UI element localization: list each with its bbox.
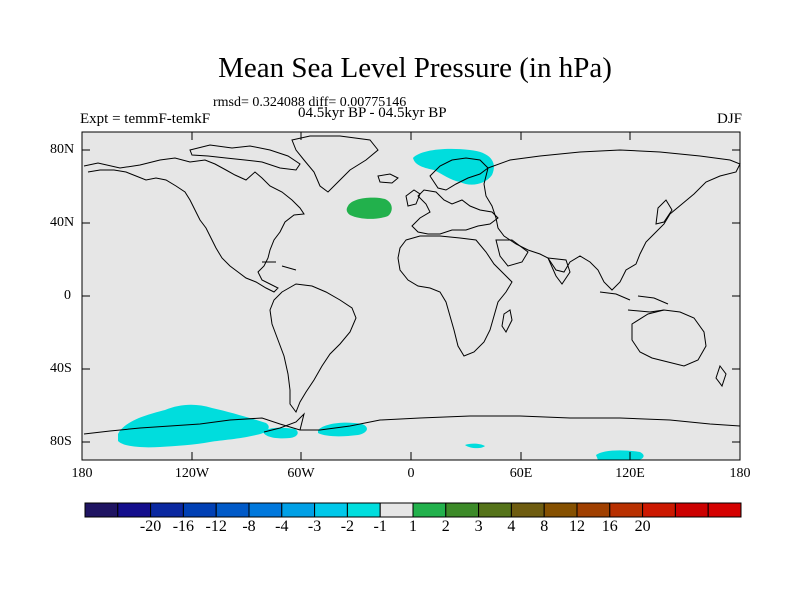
colorbar-label: -12 (205, 518, 227, 535)
coast-europe (411, 189, 499, 235)
lat-label-0: 0 (64, 288, 71, 303)
subtitle: 04.5kyr BP - 04.5kyr BP (298, 105, 447, 121)
lon-label-120e: 120E (615, 466, 645, 481)
colorbar (84, 502, 742, 518)
lon-label-180w: 180 (71, 466, 93, 481)
anomaly-region-small (465, 443, 485, 449)
colorbar-label: -16 (172, 518, 195, 535)
anomaly-region-pacific-antarctic (118, 404, 269, 448)
coast-arabia (495, 239, 529, 267)
coast-asia (483, 149, 741, 291)
coastlines (83, 135, 741, 435)
season-label: DJF (716, 111, 742, 127)
figure-title: Mean Sea Level Pressure (in hPa) (218, 52, 612, 84)
colorbar-label: -4 (275, 518, 289, 535)
colorbar-box-2 (150, 502, 184, 518)
coast-japan (655, 199, 673, 225)
coast-australia (631, 309, 707, 367)
colorbar-label: 8 (540, 518, 549, 535)
lat-label-40s: 40S (50, 361, 72, 376)
coast-iceland (377, 173, 399, 184)
colorbar-box-0 (84, 502, 119, 518)
coast-arctic-islands (189, 144, 301, 171)
colorbar-label: 2 (441, 518, 450, 535)
colorbar-box-15 (576, 502, 611, 518)
lon-label-60w: 60W (287, 466, 315, 481)
anomaly-region-weddell (318, 422, 367, 437)
colorbar-label: -2 (340, 518, 355, 535)
colorbar-box-18 (674, 502, 709, 518)
lat-label-80s: 80S (50, 434, 72, 449)
colorbar-box-5 (248, 502, 283, 518)
stats-line: rmsd= 0.324088 diff= 0.00775146 (213, 95, 407, 110)
colorbar-label: 1 (409, 518, 417, 535)
axis-ticks (81, 132, 741, 460)
coast-africa (397, 235, 513, 357)
coast-new-zealand (715, 364, 727, 388)
lon-label-0: 0 (407, 466, 415, 481)
coast-antarctica (83, 415, 741, 435)
colorbar-label: 12 (569, 518, 585, 535)
colorbar-label: -20 (139, 518, 162, 535)
coast-british-isles (405, 189, 421, 207)
colorbar-box-9 (379, 502, 414, 518)
colorbar-box-3 (182, 502, 217, 518)
coast-greenland (291, 135, 379, 193)
colorbar-box-13 (510, 502, 545, 518)
colorbar-box-1 (117, 502, 152, 518)
colorbar-label: 3 (474, 518, 483, 535)
colorbar-label: -8 (242, 518, 256, 535)
colorbar-box-10 (412, 502, 447, 518)
coast-madagascar (501, 309, 513, 333)
colorbar-label: 20 (634, 518, 651, 535)
coast-antarctic-peninsula (263, 412, 305, 433)
lat-label-80n: 80N (50, 142, 75, 157)
colorbar-box-12 (478, 502, 512, 518)
lon-label-60e: 60E (509, 466, 533, 481)
colorbar-box-19 (707, 502, 742, 518)
colorbar-box-7 (314, 502, 348, 518)
experiment-label: Expt = temmF-temkF (80, 111, 211, 127)
colorbar-box-17 (642, 502, 676, 518)
coast-south-america (269, 283, 357, 414)
coast-caribbean (262, 261, 297, 271)
coast-scandinavia (429, 157, 489, 191)
coast-india (547, 257, 571, 285)
colorbar-label: -1 (373, 518, 387, 535)
lon-label-180e: 180 (729, 466, 751, 481)
colorbar-box-8 (346, 502, 381, 518)
colorbar-box-16 (609, 502, 644, 518)
colorbar-label: -3 (307, 518, 322, 535)
colorbar-box-4 (215, 502, 250, 518)
colorbar-box-11 (445, 502, 480, 518)
colorbar-label: 4 (507, 518, 516, 535)
lon-label-120w: 120W (174, 466, 210, 481)
lat-label-40n: 40N (50, 215, 75, 230)
colorbar-labels: -20 -16 -12 -8 -4 -3 -2 -1 1 2 3 4 8 12 16 20 (0, 518, 800, 540)
colorbar-box-6 (281, 502, 316, 518)
anomaly-region-east-antarctic (596, 450, 644, 460)
colorbar-label: 16 (601, 518, 618, 535)
colorbar-box-14 (543, 502, 578, 518)
anomaly-region-north-atlantic (346, 197, 392, 219)
coast-north-america (83, 157, 305, 293)
